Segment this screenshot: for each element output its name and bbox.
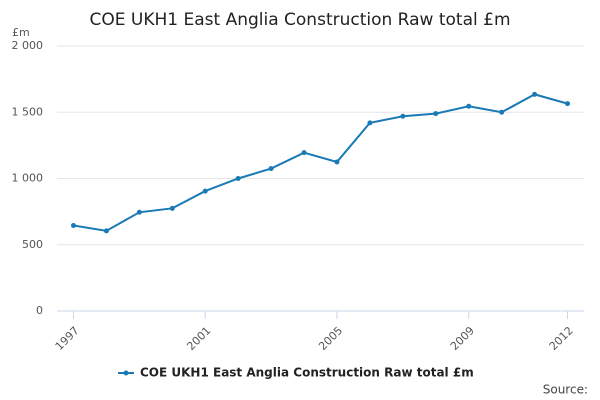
point	[466, 103, 472, 109]
x-tick-label: 2012	[547, 324, 576, 353]
point	[367, 120, 373, 126]
point	[400, 113, 406, 119]
x-tick-label: 1997	[53, 324, 82, 353]
legend-marker	[123, 370, 129, 376]
point	[136, 209, 142, 215]
point	[334, 159, 340, 165]
point	[70, 223, 76, 229]
point	[499, 109, 505, 115]
series-line	[73, 93, 568, 232]
y-tick-label: 1 500	[12, 105, 44, 118]
y-tick-label: 0	[36, 304, 43, 317]
point	[169, 205, 175, 211]
source: Source:	[543, 383, 588, 397]
x-tick-label: 2005	[316, 324, 345, 353]
point	[565, 101, 571, 107]
y-tick-label: 500	[22, 238, 43, 251]
y-tick-label: 2 000	[12, 39, 44, 52]
y-axis-label: £m	[12, 26, 30, 39]
legend-label: COE UKH1 East Anglia Construction Raw to…	[140, 366, 474, 380]
point	[433, 111, 439, 117]
point	[532, 91, 538, 97]
point	[202, 188, 208, 194]
x-tick-label: 2009	[448, 324, 477, 353]
chart-title: COE UKH1 East Anglia Construction Raw to…	[90, 10, 511, 30]
point	[103, 228, 109, 234]
x-tick-label: 2001	[184, 324, 213, 353]
point	[235, 176, 241, 181]
point	[301, 150, 307, 156]
point	[268, 166, 274, 172]
y-tick-label: 1 000	[12, 172, 44, 185]
